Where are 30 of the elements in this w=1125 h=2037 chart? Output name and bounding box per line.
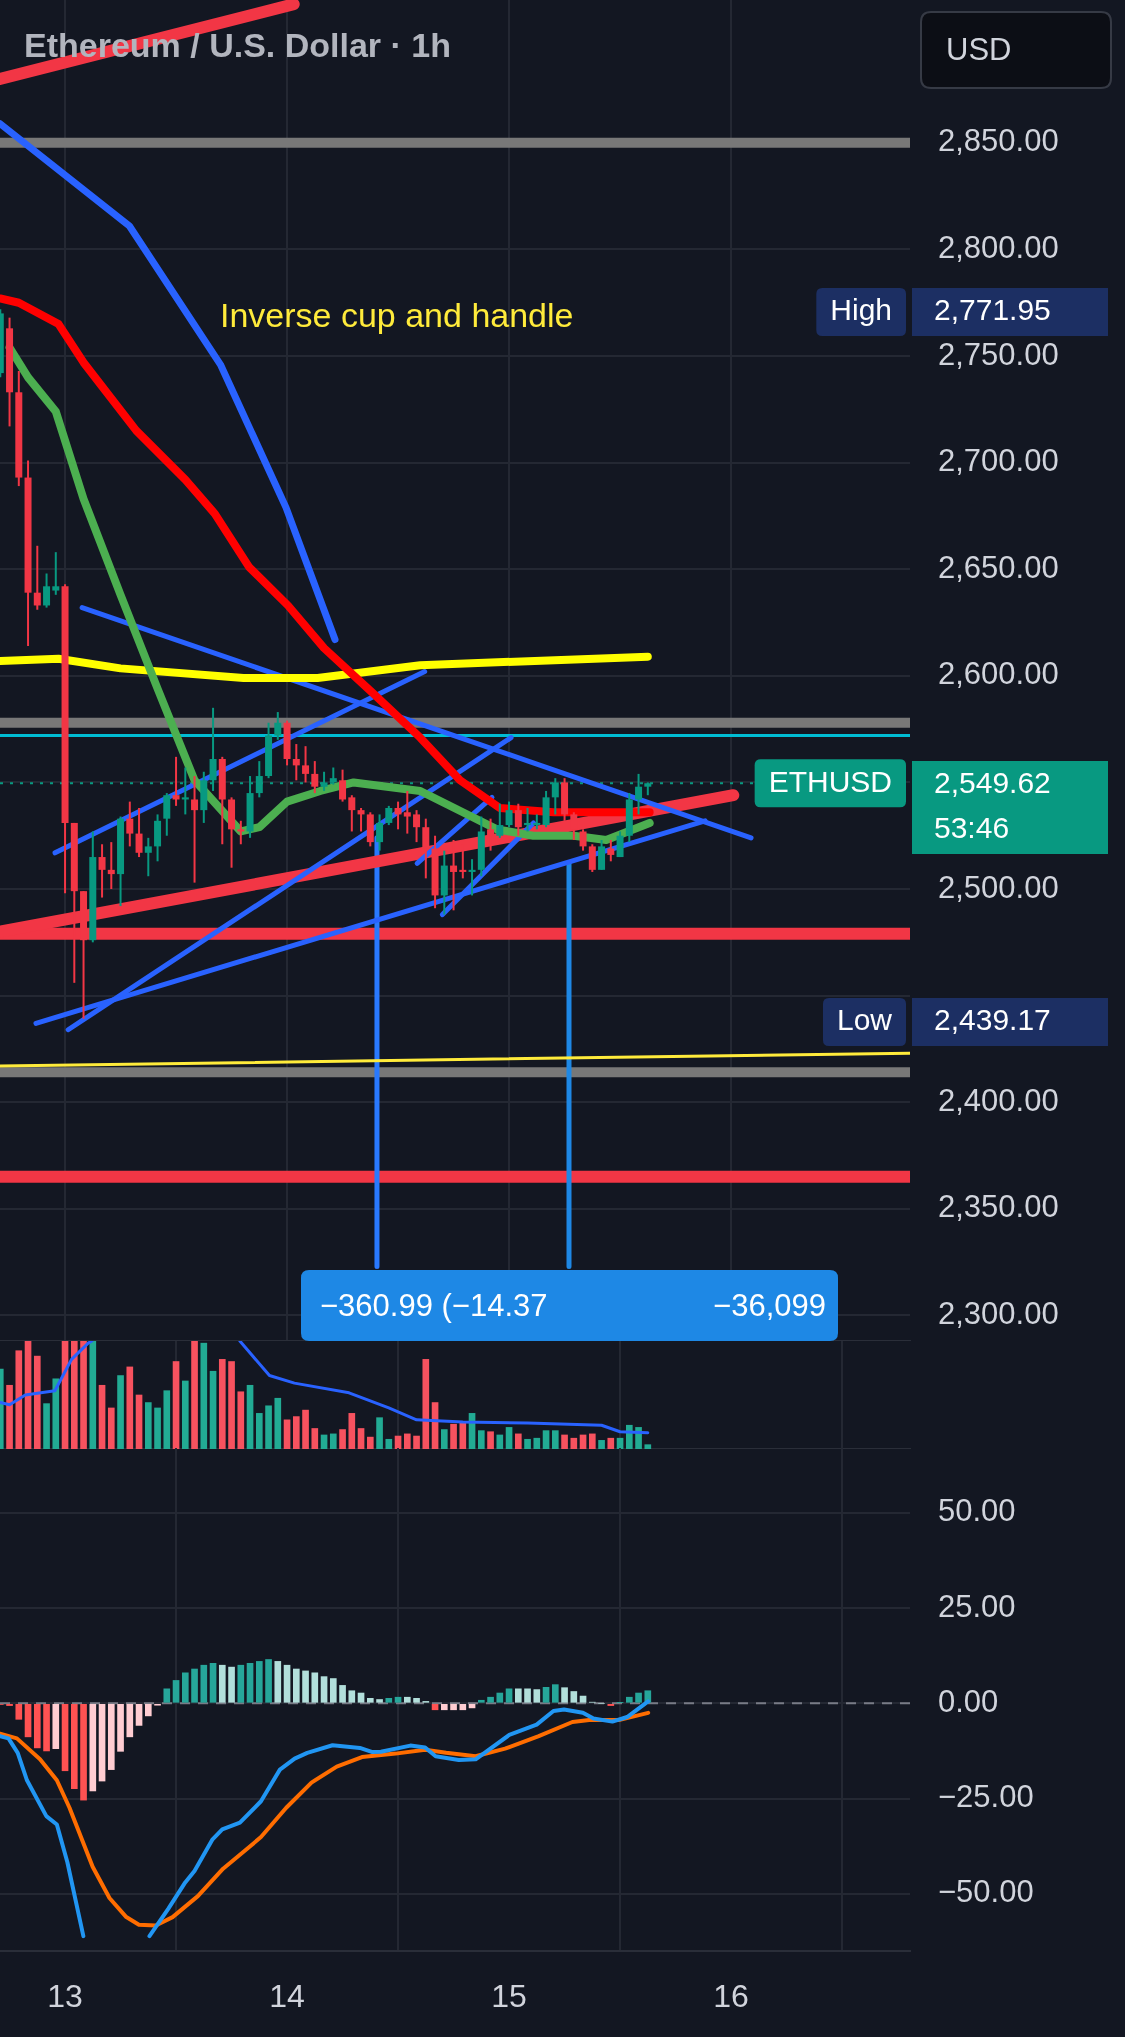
text: 2,439.17 xyxy=(934,1003,1051,1037)
x-tick-label: 15 xyxy=(491,1978,527,2015)
y-tick-label: 2,850.00 xyxy=(938,123,1059,159)
annotation: −360.99 (−14.37 xyxy=(320,1287,548,1323)
y-tick-label: 0.00 xyxy=(938,1683,999,1719)
y-tick-label: 2,500.00 xyxy=(938,869,1059,905)
y-tick-label: 2,750.00 xyxy=(938,336,1059,372)
text: USD xyxy=(946,31,1012,67)
x-tick-label: 16 xyxy=(713,1978,749,2015)
annotation: High xyxy=(830,293,892,327)
y-tick-label: 2,600.00 xyxy=(938,656,1059,692)
y-tick-label: 2,350.00 xyxy=(938,1189,1059,1225)
annotation: Inverse cup and handle xyxy=(220,296,574,335)
text: 2,549.62 xyxy=(934,766,1051,800)
annotation: −36,099 xyxy=(713,1287,826,1323)
text: 2,771.95 xyxy=(934,293,1051,327)
y-tick-label: 2,700.00 xyxy=(938,443,1059,479)
y-tick-label: 2,650.00 xyxy=(938,549,1059,585)
y-tick-label: 2,300.00 xyxy=(938,1295,1059,1331)
y-tick-label: 2,400.00 xyxy=(938,1082,1059,1118)
ref-line-label: ETHUSD xyxy=(768,764,892,798)
y-tick-label: 50.00 xyxy=(938,1493,1016,1529)
x-tick-label: 14 xyxy=(269,1978,305,2015)
y-tick-label: −50.00 xyxy=(938,1874,1034,1910)
annotation: Low xyxy=(836,1003,893,1037)
x-tick-label: 13 xyxy=(47,1978,83,2015)
y-tick-label: −25.00 xyxy=(938,1779,1034,1815)
y-tick-label: 2,800.00 xyxy=(938,229,1059,265)
text: 53:46 xyxy=(934,811,1010,845)
y-tick-label: 25.00 xyxy=(938,1588,1016,1624)
